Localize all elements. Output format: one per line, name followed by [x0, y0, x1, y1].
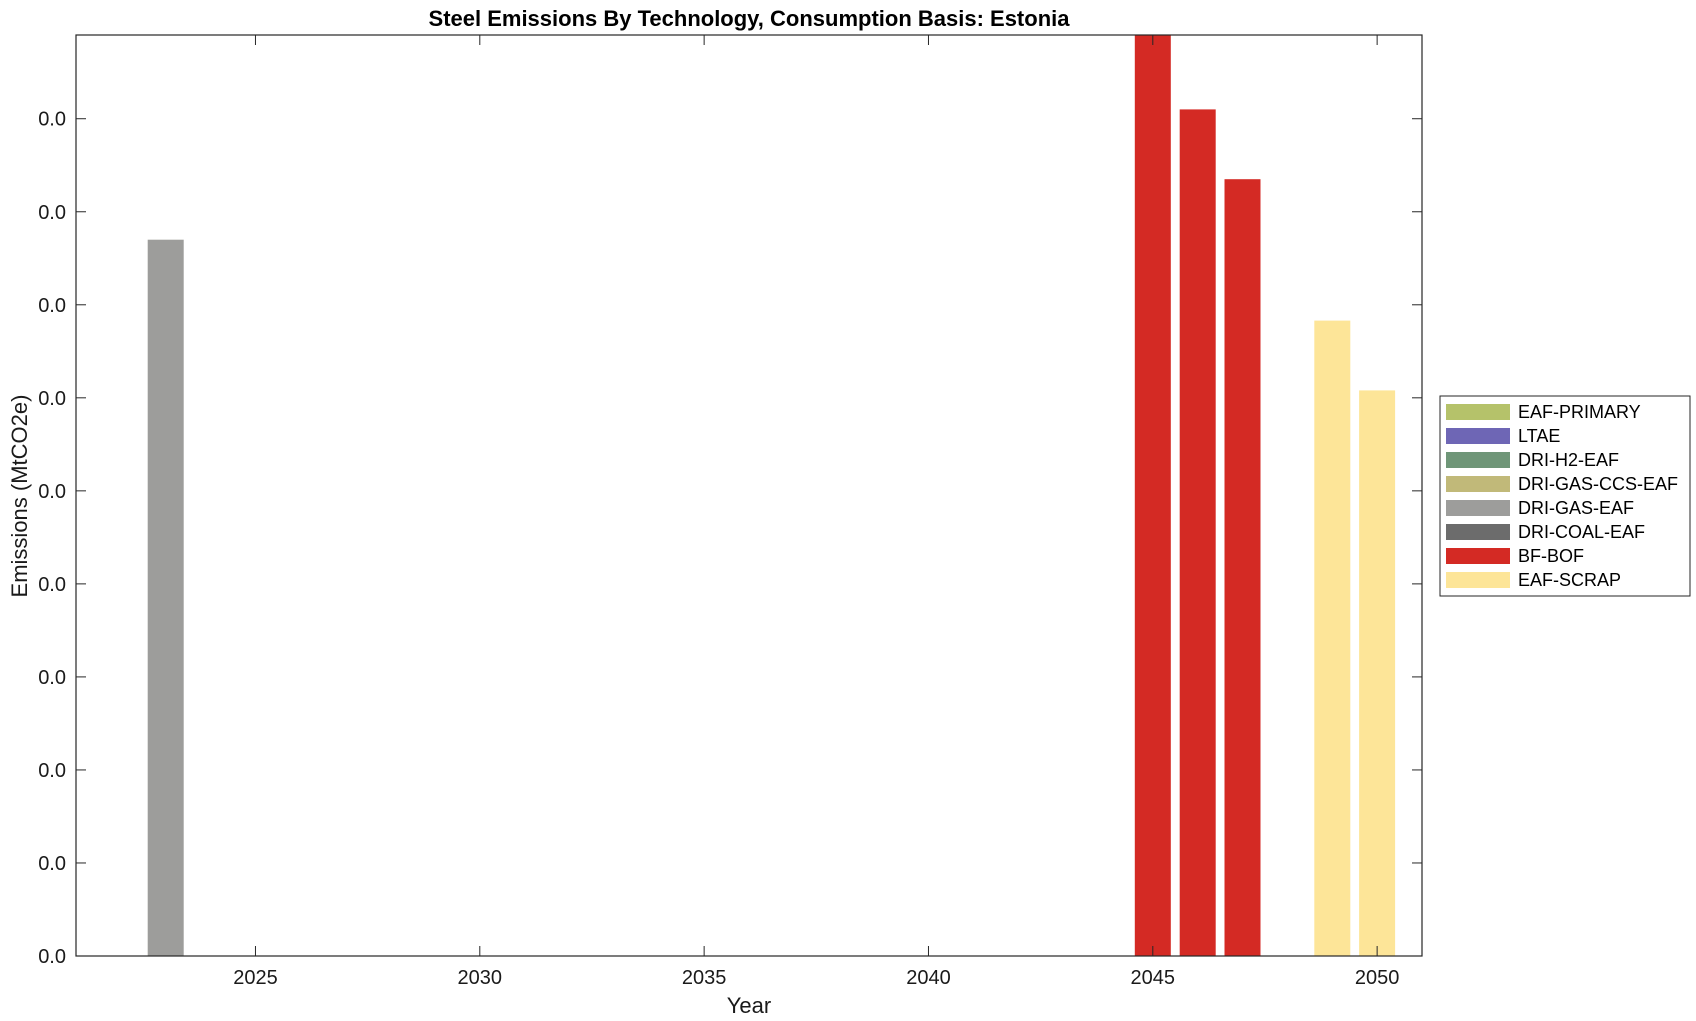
x-tick-label: 2025 [233, 967, 278, 989]
y-tick-label: 0.0 [38, 202, 66, 224]
y-axis-label: Emissions (MtCO2e) [7, 395, 32, 598]
bar-eaf-scrap-2049 [1314, 320, 1351, 957]
legend-label: EAF-SCRAP [1518, 570, 1621, 590]
x-axis-label: Year [727, 993, 771, 1018]
legend-label: BF-BOF [1518, 546, 1584, 566]
y-tick-label: 0.0 [38, 667, 66, 689]
plot-area-frame [75, 34, 1423, 957]
legend: EAF-PRIMARY LTAE DRI-H2-EAF DRI-GAS-CCS-EAF… [1439, 395, 1691, 597]
y-tick-label: 0.0 [38, 946, 66, 968]
legend-box [1439, 395, 1691, 597]
legend-label: EAF-PRIMARY [1518, 402, 1641, 422]
y-axis-ticks: 0.0 0.0 0.0 0.0 0.0 0.0 0.0 0.0 0.0 0.0 [38, 109, 1422, 968]
x-tick-label: 2030 [458, 967, 503, 989]
x-tick-label: 2050 [1355, 967, 1400, 989]
y-tick-label: 0.0 [38, 481, 66, 503]
legend-label: DRI-GAS-EAF [1518, 498, 1634, 518]
legend-swatch [1446, 524, 1510, 540]
legend-label: DRI-H2-EAF [1518, 450, 1619, 470]
legend-items: EAF-PRIMARY LTAE DRI-H2-EAF DRI-GAS-CCS-EAF… [1446, 402, 1678, 590]
legend-swatch [1446, 500, 1510, 516]
y-tick-label: 0.0 [38, 760, 66, 782]
bar-bf-bof-2047 [1224, 179, 1261, 956]
legend-swatch [1446, 572, 1510, 588]
bar-dri-gas-eaf-2023 [147, 239, 184, 956]
y-tick-label: 0.0 [38, 295, 66, 317]
legend-swatch [1446, 548, 1510, 564]
y-tick-label: 0.0 [38, 109, 66, 131]
legend-label: DRI-COAL-EAF [1518, 522, 1645, 542]
chart-title: Steel Emissions By Technology, Consumpti… [429, 6, 1071, 31]
x-axis-ticks: 2025 2030 2035 2040 2045 2050 [233, 35, 1399, 989]
legend-label: DRI-GAS-CCS-EAF [1518, 474, 1678, 494]
legend-swatch [1446, 476, 1510, 492]
bar-eaf-scrap-2050 [1359, 390, 1396, 956]
legend-swatch [1446, 428, 1510, 444]
y-tick-label: 0.0 [38, 388, 66, 410]
y-tick-label: 0.0 [38, 574, 66, 596]
y-tick-label: 0.0 [38, 853, 66, 875]
x-tick-label: 2035 [682, 967, 727, 989]
legend-swatch [1446, 404, 1510, 420]
x-tick-label: 2040 [906, 967, 951, 989]
bar-bf-bof-2046 [1179, 109, 1216, 956]
bars-layer [147, 35, 1396, 957]
x-tick-label: 2045 [1131, 967, 1176, 989]
bar-bf-bof-2045 [1134, 35, 1171, 956]
legend-swatch [1446, 452, 1510, 468]
legend-label: LTAE [1518, 426, 1560, 446]
